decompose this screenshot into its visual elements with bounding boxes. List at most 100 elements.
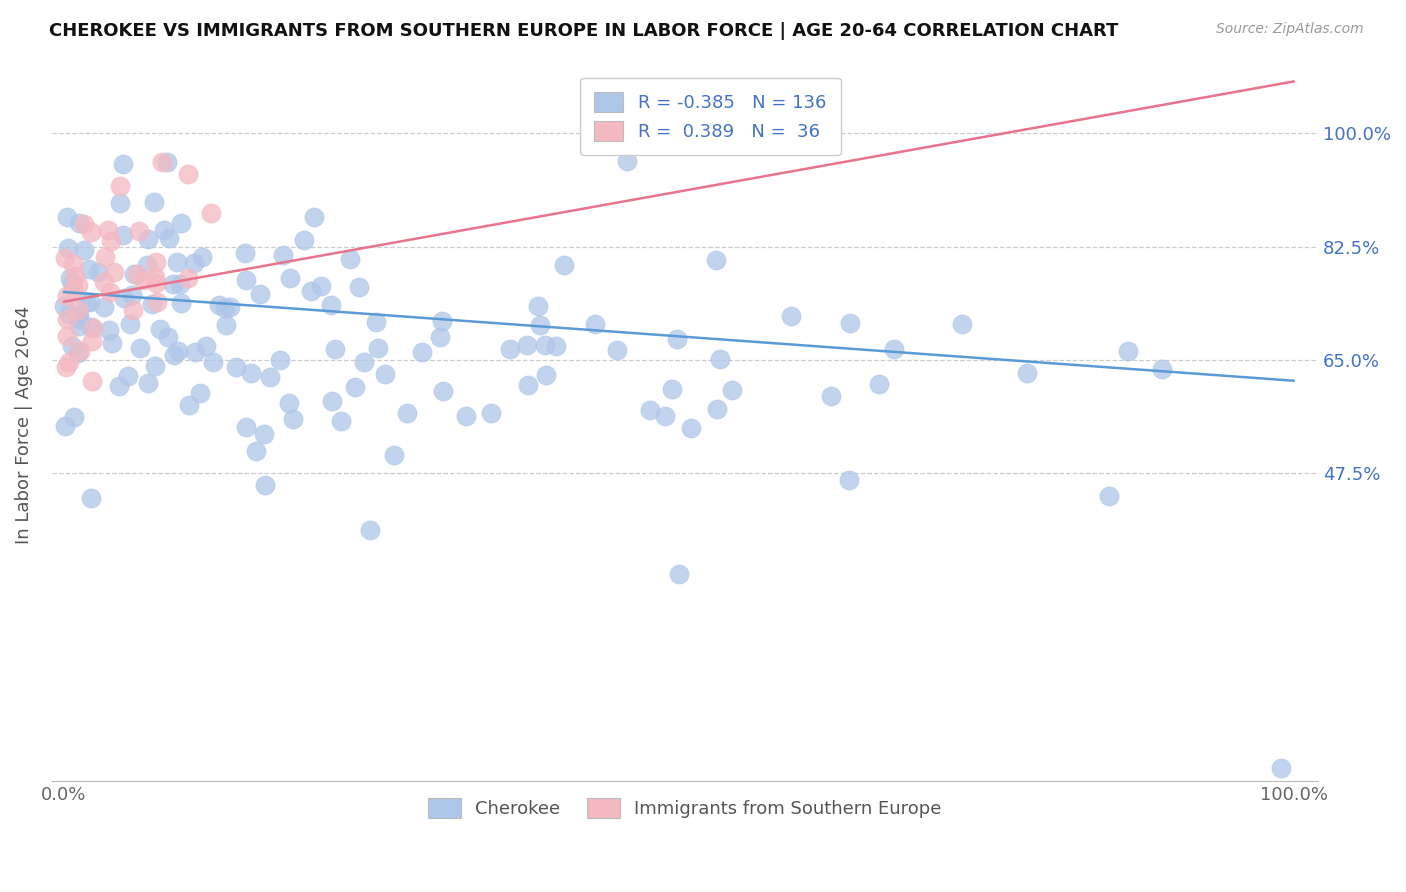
Point	[309, 278, 332, 293]
Point	[235, 272, 257, 286]
Point	[58, 355, 80, 369]
Point	[638, 403, 661, 417]
Point	[235, 420, 257, 434]
Point	[183, 256, 205, 270]
Point	[67, 216, 90, 230]
Point	[86, 265, 108, 279]
Point	[67, 303, 90, 318]
Point	[709, 352, 731, 367]
Point	[526, 299, 548, 313]
Point	[98, 323, 121, 337]
Point	[202, 355, 225, 369]
Point	[681, 421, 703, 435]
Point	[65, 269, 87, 284]
Point	[55, 289, 77, 303]
Point	[55, 360, 77, 375]
Point	[200, 205, 222, 219]
Point	[1116, 343, 1139, 358]
Point	[157, 231, 180, 245]
Point	[225, 359, 247, 374]
Point	[145, 255, 167, 269]
Point	[112, 291, 135, 305]
Point	[616, 153, 638, 168]
Point	[82, 334, 104, 349]
Point	[319, 298, 342, 312]
Point	[454, 409, 477, 423]
Point	[142, 195, 165, 210]
Y-axis label: In Labor Force | Age 20-64: In Labor Force | Age 20-64	[15, 306, 32, 544]
Point	[100, 234, 122, 248]
Point	[62, 277, 84, 291]
Point	[62, 282, 84, 296]
Point	[98, 285, 121, 299]
Point	[129, 341, 152, 355]
Point	[364, 315, 387, 329]
Point	[585, 317, 607, 331]
Point	[269, 353, 291, 368]
Point	[499, 342, 522, 356]
Point	[411, 344, 433, 359]
Point	[53, 419, 76, 434]
Point	[108, 196, 131, 211]
Point	[67, 278, 90, 293]
Point	[112, 157, 135, 171]
Point	[80, 374, 103, 388]
Point	[330, 414, 353, 428]
Point	[429, 329, 451, 343]
Point	[53, 251, 76, 265]
Point	[780, 309, 803, 323]
Point	[208, 298, 231, 312]
Point	[169, 277, 191, 292]
Point	[661, 382, 683, 396]
Point	[111, 227, 134, 242]
Point	[177, 271, 200, 285]
Point	[432, 314, 454, 328]
Point	[883, 342, 905, 356]
Point	[382, 448, 405, 462]
Point	[1152, 362, 1174, 376]
Point	[132, 273, 155, 287]
Point	[93, 275, 115, 289]
Point	[195, 339, 218, 353]
Point	[253, 477, 276, 491]
Point	[281, 412, 304, 426]
Point	[359, 524, 381, 538]
Point	[516, 338, 538, 352]
Point	[517, 378, 540, 392]
Point	[163, 348, 186, 362]
Point	[152, 155, 174, 169]
Point	[704, 253, 727, 268]
Point	[97, 222, 120, 236]
Point	[339, 252, 361, 267]
Point	[183, 345, 205, 359]
Point	[122, 267, 145, 281]
Point	[77, 261, 100, 276]
Point	[654, 409, 676, 424]
Point	[1015, 366, 1038, 380]
Point	[121, 288, 143, 302]
Point	[214, 318, 236, 333]
Point	[169, 296, 191, 310]
Point	[60, 338, 83, 352]
Point	[529, 318, 551, 332]
Point	[374, 367, 396, 381]
Point	[1270, 761, 1292, 775]
Point	[58, 307, 80, 321]
Point	[58, 242, 80, 256]
Point	[245, 444, 267, 458]
Point	[1098, 489, 1121, 503]
Point	[170, 216, 193, 230]
Point	[191, 250, 214, 264]
Point	[128, 224, 150, 238]
Point	[75, 294, 97, 309]
Text: CHEROKEE VS IMMIGRANTS FROM SOUTHERN EUROPE IN LABOR FORCE | AGE 20-64 CORRELATI: CHEROKEE VS IMMIGRANTS FROM SOUTHERN EUR…	[49, 22, 1119, 40]
Point	[62, 409, 84, 424]
Point	[56, 328, 79, 343]
Point	[67, 346, 90, 360]
Point	[278, 271, 301, 285]
Point	[101, 336, 124, 351]
Point	[82, 320, 104, 334]
Point	[277, 396, 299, 410]
Point	[259, 370, 281, 384]
Point	[546, 339, 568, 353]
